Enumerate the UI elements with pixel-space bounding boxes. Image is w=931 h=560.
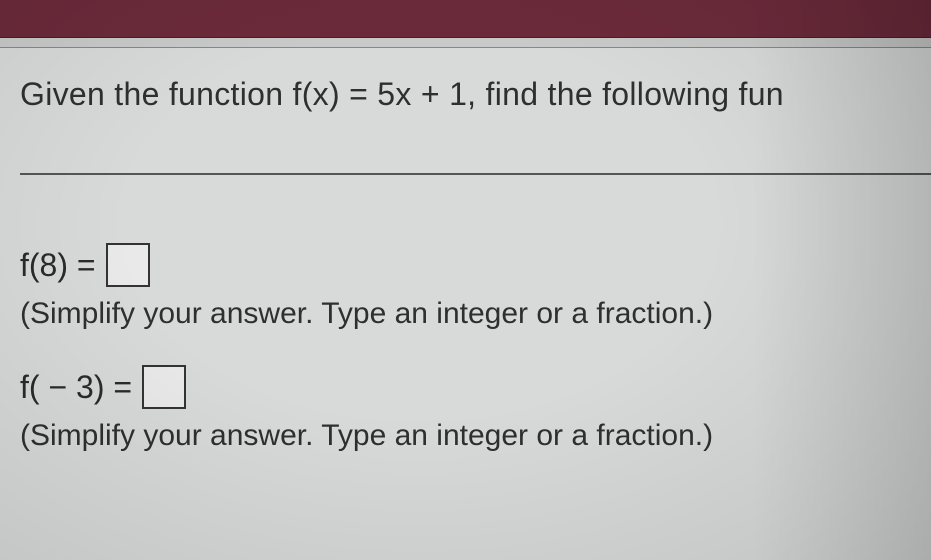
function-line-2: f( − 3) = — [20, 365, 931, 409]
function-prefix-1: f(8) = — [20, 247, 96, 284]
function-prefix-2: f( − 3) = — [20, 369, 132, 406]
function-line-1: f(8) = — [20, 243, 931, 287]
section-divider — [20, 173, 931, 175]
hint-text-2: (Simplify your answer. Type an integer o… — [20, 419, 931, 453]
question-text: Given the function f(x) = 5x + 1, find t… — [20, 76, 931, 113]
answer-part-1: f(8) = (Simplify your answer. Type an in… — [20, 243, 931, 331]
header-bar — [0, 0, 931, 38]
content-area: Given the function f(x) = 5x + 1, find t… — [0, 48, 931, 453]
header-divider — [0, 38, 931, 48]
answer-input-1[interactable] — [106, 243, 150, 287]
answer-input-2[interactable] — [142, 365, 186, 409]
hint-text-1: (Simplify your answer. Type an integer o… — [20, 297, 931, 331]
answer-part-2: f( − 3) = (Simplify your answer. Type an… — [20, 365, 931, 453]
